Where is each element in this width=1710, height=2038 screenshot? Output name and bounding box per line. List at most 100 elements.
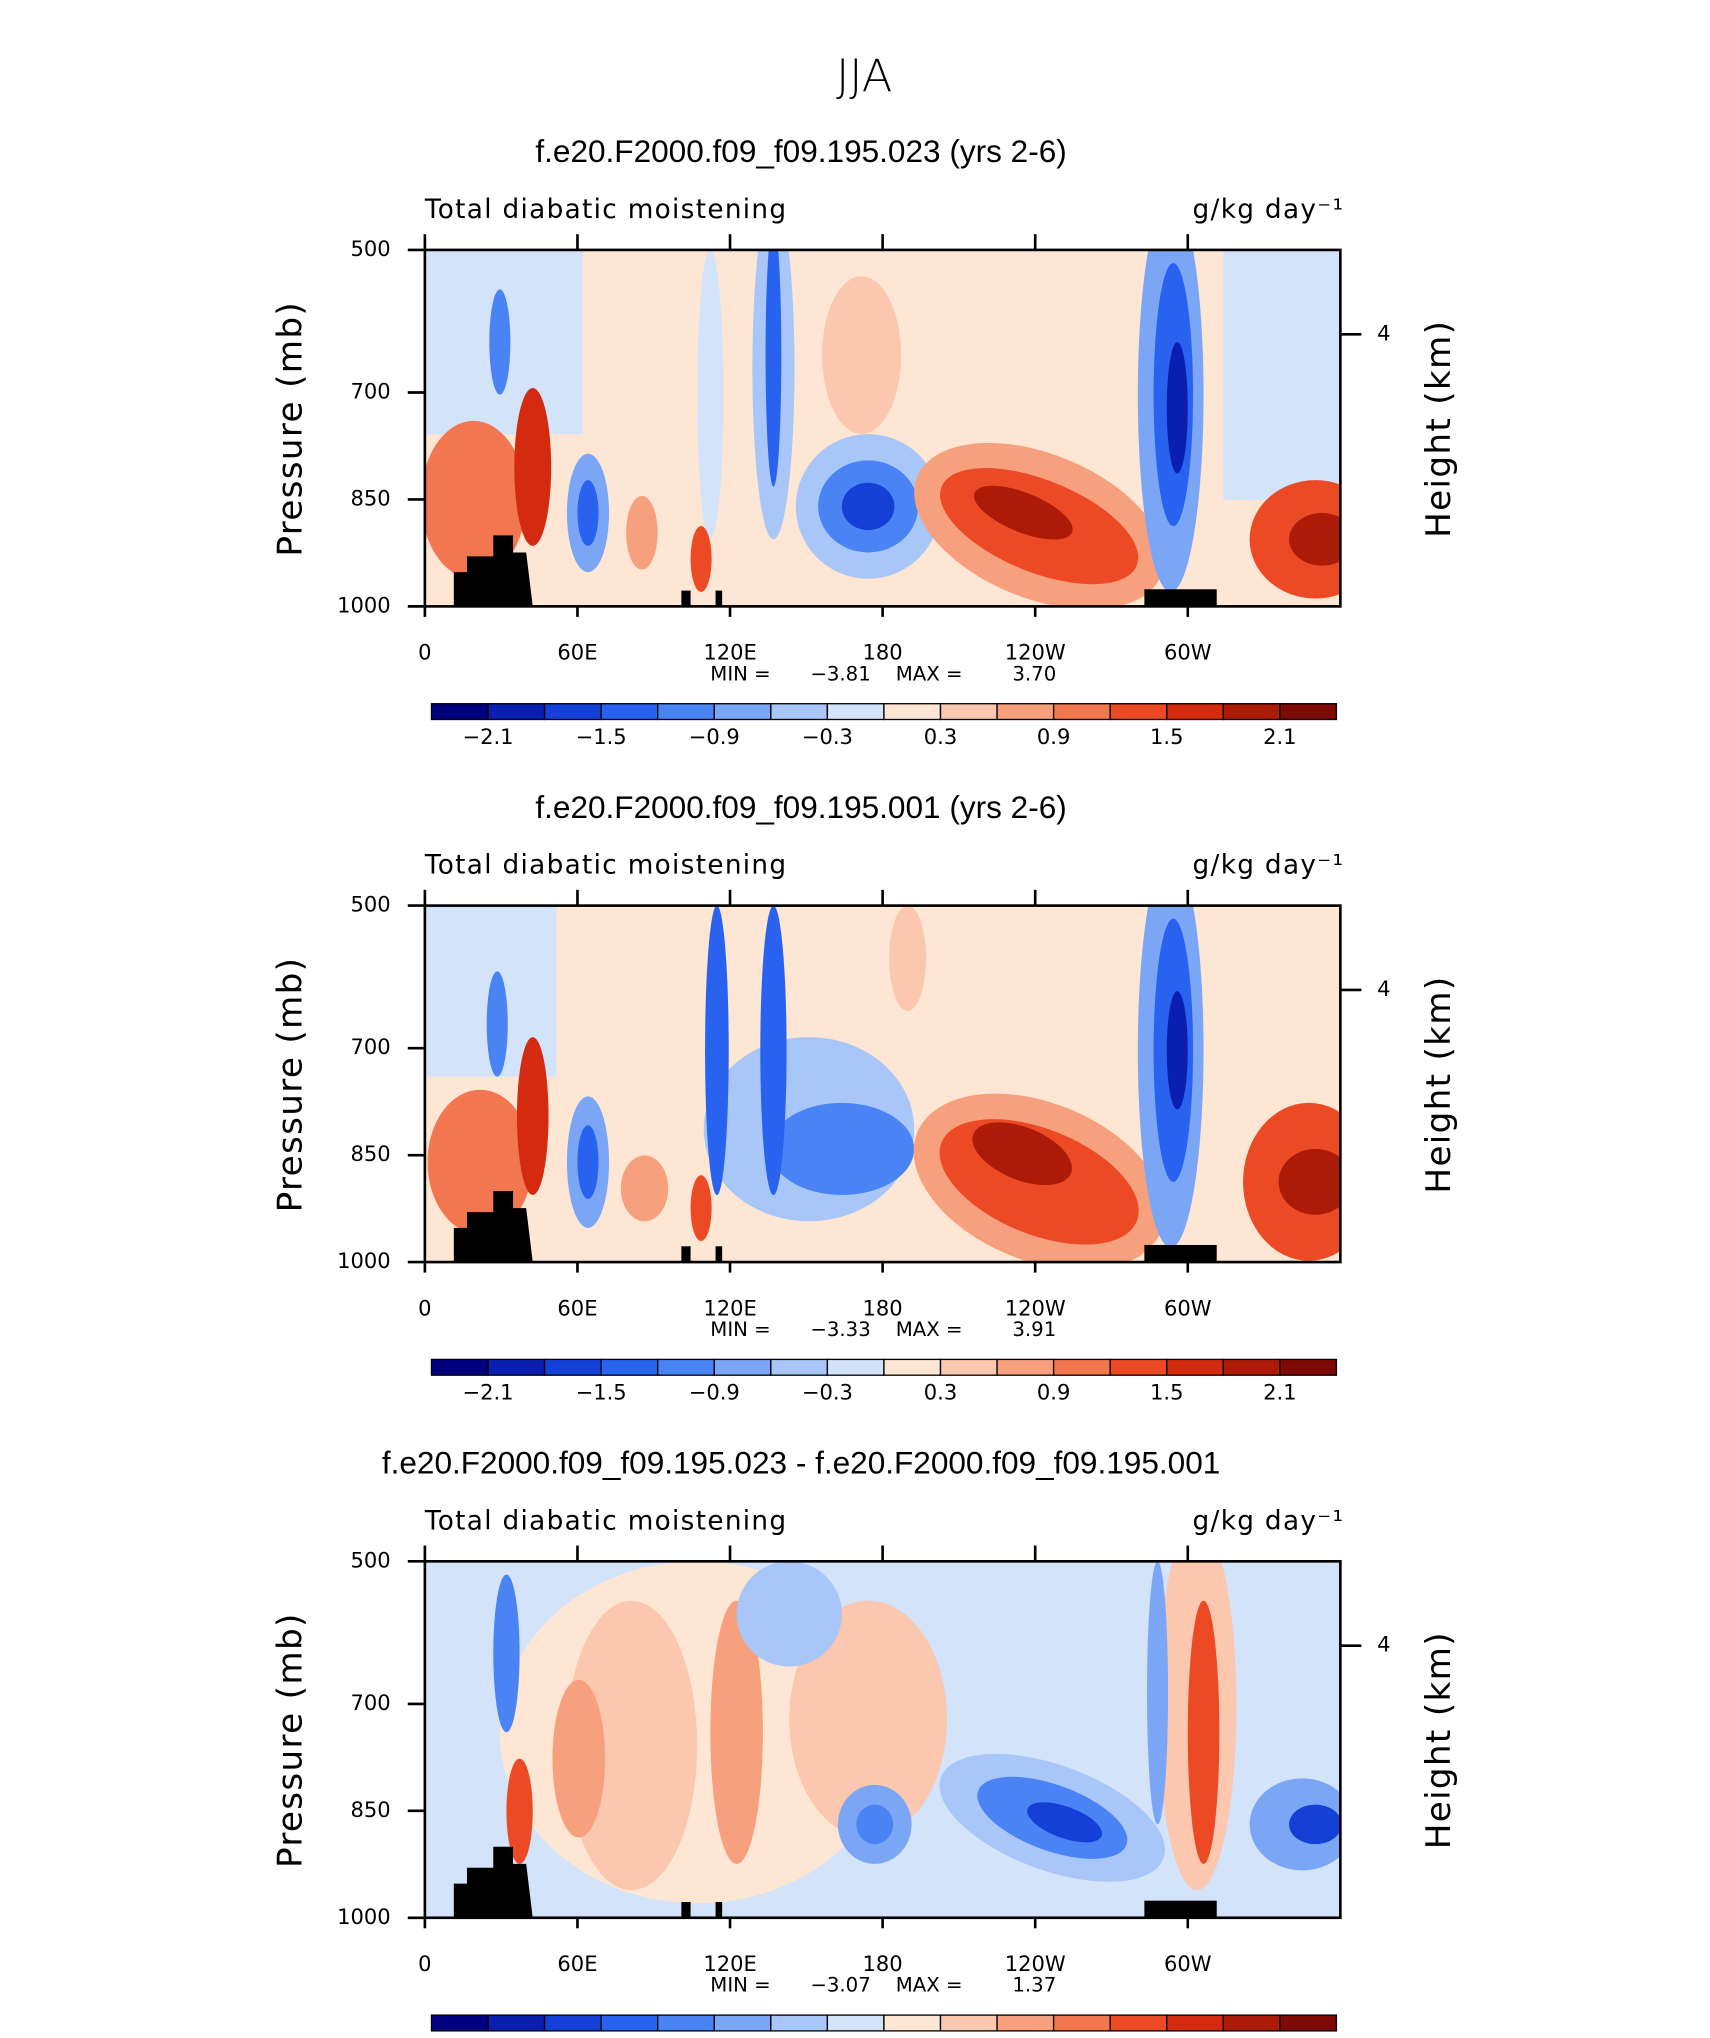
colorbar-box — [770, 2014, 829, 2032]
y2-axis-label: Height (km) — [1419, 975, 1459, 1193]
y-tick-label: 1000 — [337, 592, 391, 617]
x-tick-label: 60W — [1164, 1951, 1212, 1976]
colorbar-label: −0.3 — [802, 724, 853, 749]
y-axis-label: Pressure (mb) — [271, 957, 311, 1213]
colorbar-label: 0 — [877, 2035, 890, 2038]
x-tick-label: 120E — [703, 1295, 756, 1320]
x-tick-label: 180 — [863, 640, 903, 665]
colorbar-box — [1166, 703, 1224, 721]
y2-tick-label: 4 — [1377, 1632, 1390, 1657]
colorbar-label: −1.5 — [576, 724, 627, 749]
max-label: MAX = — [896, 662, 963, 685]
min-label: MIN = — [710, 1974, 770, 1997]
colorbar-label: 0.8 — [1093, 2035, 1126, 2038]
colorbar-box — [939, 1358, 998, 1376]
colorbar-box — [939, 703, 998, 721]
colorbar-label: 0.3 — [924, 724, 957, 749]
colorbar-box — [1222, 2014, 1281, 2032]
colorbar-box — [657, 2014, 715, 2032]
y-tick-label: 1000 — [337, 1248, 391, 1273]
colorbar-label: −0.2 — [745, 2035, 796, 2038]
colorbar-box — [487, 703, 546, 721]
max-value: 3.70 — [1012, 662, 1056, 685]
x-tick-label: 120E — [703, 1951, 756, 1976]
max-value: 3.91 — [1012, 1318, 1056, 1341]
colorbar-label: −0.8 — [632, 2035, 683, 2038]
colorbar-box — [1222, 1358, 1281, 1376]
colorbar-box — [487, 2014, 546, 2032]
min-label: MIN = — [710, 1318, 770, 1341]
colorbar-box — [1166, 2014, 1224, 2032]
colorbar-label: 0.9 — [1037, 1380, 1070, 1405]
colorbar-box — [939, 2014, 998, 2032]
y-tick-label: 700 — [351, 1034, 391, 1059]
x-tick-label: 120W — [1005, 1295, 1066, 1320]
colorbar-label: −0.9 — [689, 1380, 740, 1405]
min-value: −3.07 — [810, 1974, 870, 1997]
x-tick-label: 0 — [418, 1951, 431, 1976]
colorbar-box — [1052, 703, 1111, 721]
panel-title: f.e20.F2000.f09_f09.195.023 (yrs 2-6) — [535, 133, 1066, 169]
colorbar-box — [657, 703, 715, 721]
y-axis-label: Pressure (mb) — [271, 301, 311, 557]
colorbar-box — [996, 703, 1055, 721]
colorbar-box — [996, 1358, 1055, 1376]
max-label: MAX = — [896, 1974, 963, 1997]
figure-title: JJA — [836, 49, 892, 102]
colorbar-label: 0.9 — [1037, 724, 1070, 749]
subtitle: Total diabatic moistening — [424, 851, 788, 881]
colorbar-box — [883, 1358, 942, 1376]
colorbar-box — [883, 703, 942, 721]
colorbar-box — [487, 1358, 546, 1376]
units: g/kg day⁻¹ — [1193, 1506, 1345, 1536]
x-tick-label: 180 — [863, 1951, 903, 1976]
x-tick-label: 120W — [1005, 1951, 1066, 1976]
subtitle: Total diabatic moistening — [424, 195, 788, 225]
y-tick-label: 850 — [351, 1141, 391, 1166]
x-tick-label: 0 — [418, 1295, 431, 1320]
colorbar-box — [1109, 2014, 1168, 2032]
x-tick-label: 60W — [1164, 1295, 1212, 1320]
colorbar-label: −0.3 — [802, 1380, 853, 1405]
colorbar-box — [430, 2014, 489, 2032]
colorbar-label: 2.1 — [1263, 1380, 1296, 1405]
y-tick-label: 850 — [351, 485, 391, 510]
panel: f.e20.F2000.f09_f09.195.023 - f.e20.F200… — [271, 1445, 1459, 2038]
subtitle: Total diabatic moistening — [424, 1506, 788, 1536]
colorbar-box — [713, 1358, 772, 1376]
min-value: −3.81 — [810, 662, 870, 685]
colorbar-label: 1.5 — [1207, 2035, 1240, 2038]
y2-axis-label: Height (km) — [1419, 1631, 1459, 1849]
colorbar-label: 0.2 — [980, 2035, 1013, 2038]
y-tick-label: 500 — [351, 1547, 391, 1572]
units: g/kg day⁻¹ — [1193, 851, 1345, 881]
x-tick-label: 60E — [557, 640, 597, 665]
max-label: MAX = — [896, 1318, 963, 1341]
panel-title: f.e20.F2000.f09_f09.195.023 - f.e20.F200… — [382, 1445, 1220, 1481]
x-tick-label: 60E — [557, 1951, 597, 1976]
colorbar-box — [826, 1358, 885, 1376]
y2-axis-label: Height (km) — [1419, 320, 1459, 538]
colorbar-label: −2.1 — [462, 1380, 513, 1405]
colorbar-box — [430, 1358, 489, 1376]
colorbar-box — [770, 1358, 829, 1376]
colorbar-box — [1052, 1358, 1111, 1376]
colorbar-label: −0.9 — [689, 724, 740, 749]
colorbar-box — [1109, 703, 1168, 721]
colorbar-box — [1109, 1358, 1168, 1376]
colorbar-box — [657, 1358, 715, 1376]
colorbar-label: 2.1 — [1263, 724, 1296, 749]
units: g/kg day⁻¹ — [1193, 195, 1345, 225]
x-tick-label: 120E — [703, 640, 756, 665]
colorbar-box — [826, 2014, 885, 2032]
x-tick-label: 0 — [418, 640, 431, 665]
x-tick-label: 120W — [1005, 640, 1066, 665]
colorbar-box — [713, 703, 772, 721]
contour-field — [424, 249, 1341, 607]
min-value: −3.33 — [810, 1318, 870, 1341]
colorbar-box — [1279, 1358, 1338, 1376]
colorbar-box — [543, 703, 602, 721]
colorbar-box — [1279, 2014, 1338, 2032]
